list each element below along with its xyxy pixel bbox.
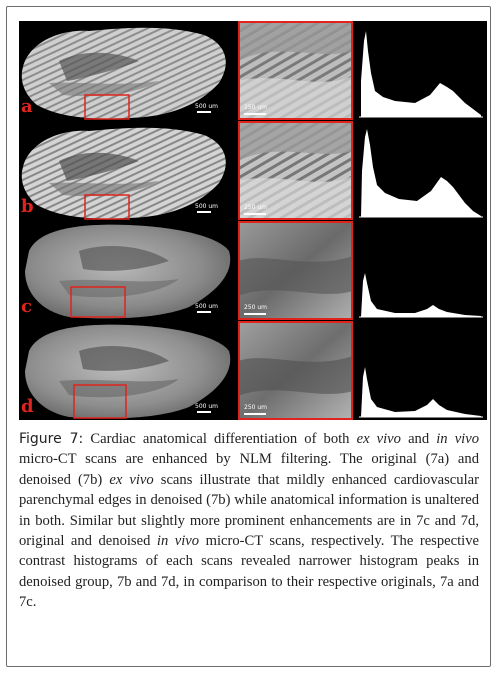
figure-caption: Figure 7: Cardiac anatomical differentia… xyxy=(19,429,479,613)
panel-letter: a xyxy=(21,96,33,117)
scale-bar-label: 500 um xyxy=(195,403,219,410)
ct-scan-image-c: c 500 um xyxy=(19,221,236,320)
figure-frame xyxy=(6,6,491,667)
panel-row-a: a 500 um 250 um xyxy=(19,21,487,120)
caption-text: Cardiac anatomical differentiation of bo… xyxy=(83,431,357,447)
caption-italic: in vivo xyxy=(436,431,480,447)
caption-text: and xyxy=(400,431,437,447)
panel-row-c: c 500 um 250 um xyxy=(19,221,487,320)
ct-scan-image-a: a 500 um xyxy=(19,21,236,120)
zoom-scale-label: 250 um xyxy=(244,304,268,311)
panel-letter: c xyxy=(21,296,32,317)
zoom-image-a: 250 um xyxy=(238,21,353,120)
ct-scan-image-b: b 500 um xyxy=(19,121,236,220)
figure-label: Figure 7: xyxy=(19,431,84,447)
scale-bar-label: 500 um xyxy=(195,103,219,110)
caption-italic: ex vivo xyxy=(109,471,154,488)
ct-scan-image-d: d 500 um xyxy=(19,321,236,420)
caption-text: micro-CT scans are enhanced by NLM filte… xyxy=(19,451,479,488)
zoom-scale-label: 250 um xyxy=(244,404,268,411)
zoom-scale-label: 250 um xyxy=(244,204,268,211)
panel-letter: d xyxy=(21,396,34,417)
caption-italic: in vivo xyxy=(156,533,200,550)
zoom-image-d: 250 um xyxy=(238,321,353,420)
zoom-image-c: 250 um xyxy=(238,221,353,320)
histogram-d xyxy=(355,321,487,420)
figure-7-panels: a 500 um 250 um xyxy=(19,21,487,420)
zoom-image-b: 250 um xyxy=(238,121,353,220)
scale-bar-label: 500 um xyxy=(195,203,219,210)
histogram-a xyxy=(355,21,487,120)
panel-row-b: b 500 um 250 um xyxy=(19,121,487,220)
zoom-scale-label: 250 um xyxy=(244,104,268,111)
panel-letter: b xyxy=(21,196,34,217)
caption-text: micro-CT scans, respectively. The respec… xyxy=(19,533,479,611)
panel-row-d: d 500 um 250 um xyxy=(19,321,487,420)
scale-bar-label: 500 um xyxy=(195,303,219,310)
histogram-c xyxy=(355,221,487,320)
histogram-b xyxy=(355,121,487,220)
caption-italic: ex vivo xyxy=(356,431,401,447)
caption-text: scans illustrate that mildly enhanced ca… xyxy=(19,471,479,550)
